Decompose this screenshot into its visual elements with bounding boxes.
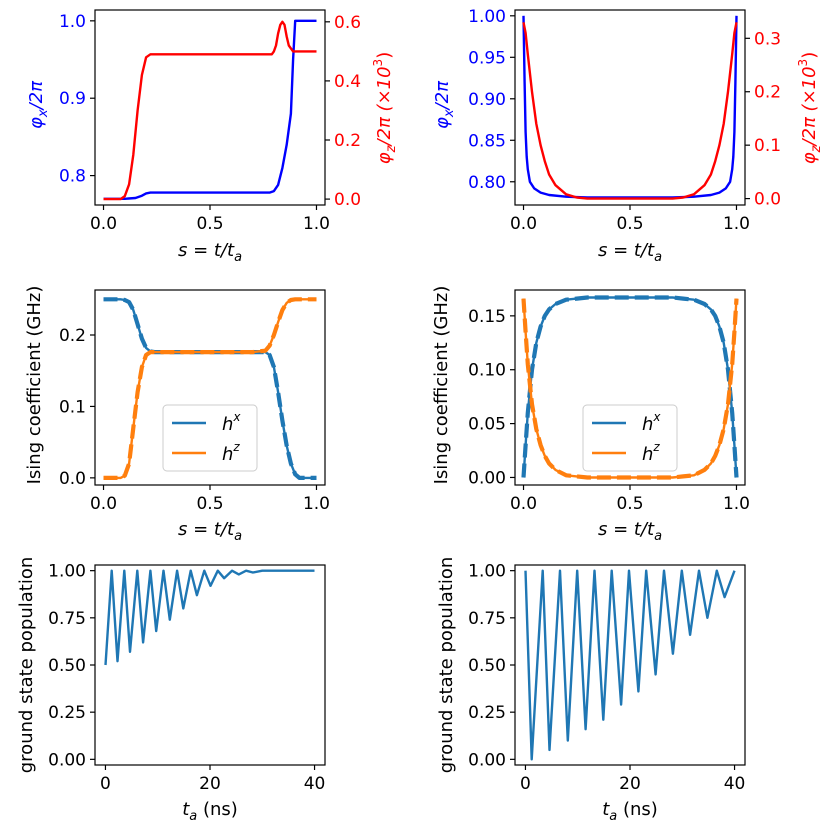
- y-tick-label: 0.50: [468, 656, 506, 676]
- ylabel-phiz-a: φz/2π (×103): [371, 52, 399, 164]
- y-tick-label: 0.0: [59, 469, 86, 489]
- y-tick-label: 0.75: [468, 609, 506, 629]
- y-tick-label: 0.25: [48, 703, 86, 723]
- legend-ising-a: hx hz: [162, 404, 258, 472]
- series-line-main0: [104, 569, 315, 666]
- y-right-tick-label: 0.3: [754, 29, 781, 49]
- y-tick-label: 1.0: [59, 12, 86, 32]
- ylabel-pop-a: ground state population: [16, 557, 37, 774]
- y-right-tick-label: 0.4: [334, 72, 361, 92]
- x-tick-label: 1.0: [723, 214, 750, 234]
- xlabel-pop-a: ta (ns): [182, 799, 238, 824]
- y-tick-label: 0.8: [59, 167, 86, 187]
- y-right-tick-label: 0.2: [334, 131, 361, 151]
- y-tick-label: 0.90: [468, 90, 506, 110]
- y-right-tick-label: 0.6: [334, 13, 361, 33]
- y-right-tick-label: 0.0: [754, 190, 781, 210]
- y-tick-label: 0.85: [468, 131, 506, 151]
- plot-population-b: 0 20 40 0.00 0.25 0.50 0.75 1.00: [468, 562, 746, 794]
- y-tick-label: 0.10: [468, 361, 506, 381]
- ylabel-ising-b: Ising coefficient (GHz): [431, 286, 452, 485]
- x-tick-label: 40: [724, 774, 746, 794]
- y-tick-label: 0.9: [59, 89, 86, 109]
- y-right-tick-label: 0.1: [754, 136, 781, 156]
- x-tick-label: 20: [619, 774, 641, 794]
- y-tick-label: 0.00: [48, 750, 86, 770]
- x-tick-label: 0: [520, 774, 531, 794]
- xlabel-ising-b: s = t/ta: [598, 519, 662, 544]
- x-tick-label: 0.5: [616, 214, 643, 234]
- y-tick-label: 0.80: [468, 173, 506, 193]
- plot-ising-a: 0.0 0.5 1.0 0.0 0.1 0.2: [59, 289, 330, 514]
- series-dashed-hz: [103, 297, 317, 480]
- series-line-main0: [524, 569, 736, 761]
- y-tick-label: 1.00: [468, 7, 506, 27]
- ylabel-phix-a: φx/2π: [26, 80, 51, 129]
- legend-hz-label: hz: [222, 440, 240, 465]
- x-tick-label: 1.0: [303, 494, 330, 514]
- plot-population-a: 0 20 40 0.00 0.25 0.50 0.75 1.00: [48, 562, 326, 794]
- xlabel-ising-a: s = t/ta: [178, 519, 242, 544]
- x-tick-label: 0: [100, 774, 111, 794]
- series-line-right1: [103, 20, 317, 201]
- ylabel-phiz-b: φz/2π (×103): [796, 52, 824, 164]
- series-dashed-hz: [521, 298, 739, 480]
- x-tick-label: 0.0: [90, 494, 117, 514]
- y-tick-label: 0.05: [468, 415, 506, 435]
- y-tick-label: 0.00: [468, 750, 506, 770]
- x-tick-label: 0.5: [196, 494, 223, 514]
- legend-ising-b: hx hz: [582, 404, 678, 472]
- y-right-tick-label: 0.2: [754, 83, 781, 103]
- y-tick-label: 1.00: [48, 562, 86, 582]
- xlabel-flux-b: s = t/ta: [598, 240, 662, 265]
- series-line-left0: [103, 19, 317, 201]
- x-tick-label: 0.0: [510, 494, 537, 514]
- ylabel-pop-b: ground state population: [436, 557, 457, 774]
- axis-labels: s = t/ta s = t/ta s = t/ta s = t/ta ta (…: [16, 52, 824, 824]
- series-line-hx: [522, 296, 738, 478]
- plot-flux-sweep-a: 0.0 0.5 1.00.80.91.00.00.20.40.6: [59, 9, 361, 234]
- x-tick-label: 0.0: [90, 214, 117, 234]
- series-line-right1: [522, 22, 738, 200]
- y-tick-label: 0.1: [59, 397, 86, 417]
- x-tick-label: 1.0: [303, 214, 330, 234]
- x-tick-label: 0.5: [196, 214, 223, 234]
- ylabel-phix-b: φx/2π: [432, 80, 457, 129]
- y-tick-label: 0.25: [468, 703, 506, 723]
- y-tick-label: 0.75: [48, 609, 86, 629]
- legend-hx-label: hx: [222, 410, 241, 435]
- ylabel-ising-a: Ising coefficient (GHz): [24, 286, 45, 485]
- y-tick-label: 0.15: [468, 307, 506, 327]
- y-tick-label: 0.2: [59, 326, 86, 346]
- legend-hx-label: hx: [642, 410, 661, 435]
- legend-hz-label: hz: [642, 440, 660, 465]
- x-tick-label: 0.5: [616, 494, 643, 514]
- y-right-tick-label: 0.0: [334, 190, 361, 210]
- y-tick-label: 1.00: [468, 562, 506, 582]
- y-tick-label: 0.00: [468, 468, 506, 488]
- x-tick-label: 40: [304, 774, 326, 794]
- x-tick-label: 20: [199, 774, 221, 794]
- plot-flux-sweep-b: 0.0 0.5 1.0 0.80 0.85 0.90 0.95 1.00 0.0 0.1 0.2 0.…: [468, 7, 781, 234]
- x-tick-label: 1.0: [723, 494, 750, 514]
- xlabel-pop-b: ta (ns): [602, 799, 658, 824]
- y-tick-label: 0.95: [468, 48, 506, 68]
- xlabel-flux-a: s = t/ta: [178, 240, 242, 265]
- plot-ising-b: 0.0 0.5 1.0 0.00 0.05 0.10 0.15: [468, 289, 750, 514]
- x-tick-label: 0.0: [510, 214, 537, 234]
- y-tick-label: 0.50: [48, 656, 86, 676]
